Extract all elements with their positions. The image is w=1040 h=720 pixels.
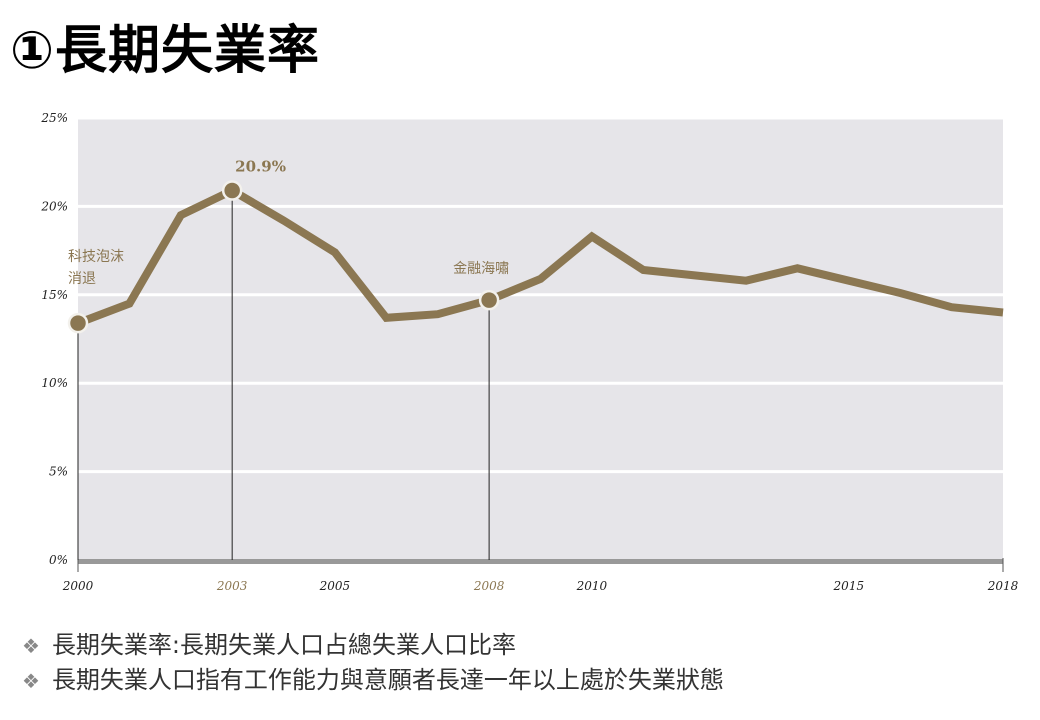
diamond-bullet-icon: ❖ (22, 634, 40, 658)
data-point (129, 303, 130, 304)
data-point (643, 270, 644, 271)
x-tick-label: 2003 (216, 579, 248, 593)
data-point (540, 278, 541, 279)
footnote-text: 長期失業率:長期失業人口占總失業人口比率 (51, 631, 517, 659)
plot-background (78, 118, 1003, 560)
annotation-dotcom-line: 消退 (68, 271, 96, 287)
annotation-marker (67, 312, 89, 334)
diamond-bullet-icon: ❖ (22, 669, 40, 693)
data-point (951, 307, 952, 308)
annotation-marker (221, 180, 243, 201)
annotation-dotcom: 科技泡沫消退 (68, 249, 124, 287)
data-point (180, 215, 181, 216)
chart-title: ①長期失業率 (10, 21, 321, 81)
data-point (386, 317, 387, 318)
y-tick-label: 20% (40, 199, 68, 213)
data-point (591, 236, 592, 237)
x-tick-label: 2008 (473, 579, 505, 593)
annotation-peak-line: 20.9% (235, 157, 286, 175)
x-tick-label: 2000 (62, 579, 94, 593)
data-point (694, 275, 695, 276)
axes (77, 558, 1004, 572)
data-point (797, 268, 798, 269)
long-term-unemployment-chart: 0% 5% 10% 15% 20% 25% 2000 2003 2005 2008 2010 2015… (40, 111, 1018, 593)
data-point (437, 314, 438, 315)
y-tick-label: 5% (49, 465, 68, 479)
y-tick-label: 15% (41, 288, 68, 302)
x-tick-label: 2015 (833, 579, 865, 593)
y-tick-label: 10% (41, 376, 68, 390)
footnote-definition: ❖ 長期失業率:長期失業人口占總失業人口比率 (22, 628, 724, 663)
plot-area (78, 118, 1003, 560)
data-point (746, 280, 747, 281)
annotation-lines (77, 190, 490, 560)
annotation-financial-crisis: 金融海嘯 (453, 261, 509, 277)
x-tick-label: 2018 (987, 579, 1019, 593)
footnote-text: 長期失業人口指有工作能力與意願者長達一年以上處於失業狀態 (51, 666, 724, 694)
annotation-peak: 20.9% (235, 157, 286, 175)
annotation-markers (67, 180, 500, 334)
footnotes: ❖ 長期失業率:長期失業人口占總失業人口比率 ❖ 長期失業人口指有工作能力與意願者長… (22, 628, 724, 698)
data-point (334, 252, 335, 253)
data-point (1003, 312, 1004, 313)
y-tick-label: 25% (40, 111, 68, 125)
annotation-dotcom-line: 科技泡沫 (68, 249, 124, 265)
annotation-marker (478, 289, 500, 311)
labels: 0% 5% 10% 15% 20% 25% 2000 2003 2005 2008 2010 2015… (40, 111, 1018, 593)
x-tick-label: 2010 (576, 579, 608, 593)
data-point (900, 293, 901, 294)
data-point (848, 280, 849, 281)
annotation-financial-crisis-line: 金融海嘯 (453, 261, 509, 277)
data-point (283, 220, 284, 221)
x-tick-label: 2005 (319, 579, 351, 593)
y-tick-label: 0% (49, 553, 68, 567)
footnote-explanation: ❖ 長期失業人口指有工作能力與意願者長達一年以上處於失業狀態 (22, 663, 724, 698)
x-axis (78, 559, 1003, 564)
